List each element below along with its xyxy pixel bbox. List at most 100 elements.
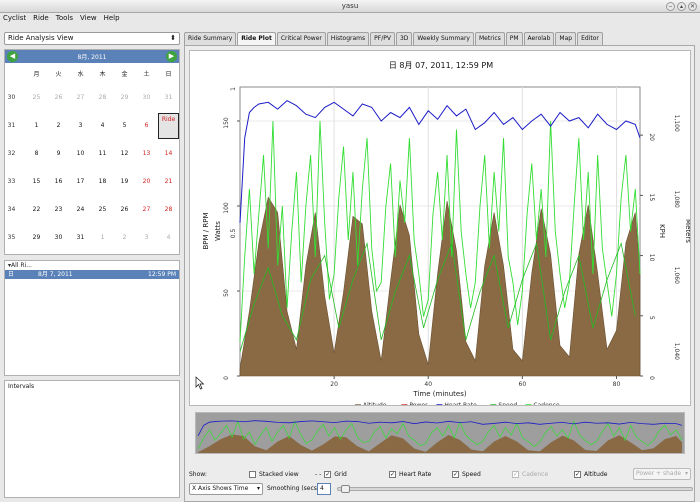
ride-plot-chart[interactable]: 0501001500.51051015201,0401,0601,0801,10… (190, 51, 690, 405)
calendar-day[interactable]: 6 (144, 122, 149, 129)
stacked-view-label: Stacked view (259, 470, 299, 478)
tab-ride-summary[interactable]: Ride Summary (184, 32, 237, 45)
calendar-day[interactable]: 1 (34, 122, 39, 129)
tab-map[interactable]: Map (555, 32, 577, 45)
calendar-day[interactable]: 17 (76, 178, 85, 185)
calendar-day[interactable]: 26 (120, 206, 129, 213)
calendar-day[interactable]: 26 (54, 94, 63, 101)
x-axis-select[interactable]: X Axis Shows Time ▾ (189, 483, 263, 495)
smoothing-input[interactable]: 4 (317, 483, 331, 495)
meters-tick-label: 1,060 (673, 267, 680, 284)
week-number: 35 (7, 234, 16, 241)
altitude-box[interactable]: ✓ (574, 470, 581, 478)
calendar-day[interactable]: 3 (144, 234, 149, 241)
calendar-day[interactable]: 8 (34, 150, 39, 157)
grid-line-style: - - (315, 470, 322, 478)
calendar-day[interactable]: 4 (100, 122, 105, 129)
calendar-day[interactable]: 30 (54, 234, 63, 241)
show-label: Show: (189, 470, 207, 478)
calendar-day[interactable]: 20 (142, 178, 151, 185)
stacked-view-checkbox[interactable]: Stacked view (249, 468, 299, 480)
stacked-view-box[interactable] (249, 470, 256, 478)
tab-pf-pv[interactable]: PF/PV (370, 32, 395, 45)
rides-tree-header[interactable]: ▾All Ri... (8, 262, 32, 269)
calendar-day[interactable]: 10 (76, 150, 85, 157)
calendar-day[interactable]: 28 (98, 94, 107, 101)
calendar-day[interactable]: 25 (98, 206, 107, 213)
week-number: 31 (7, 122, 16, 129)
calendar-day[interactable]: 12 (120, 150, 129, 157)
ride-overview-scroller[interactable] (195, 412, 685, 454)
calendar-day[interactable]: 18 (98, 178, 107, 185)
calendar-day[interactable]: 31 (76, 234, 85, 241)
power-shade-value: Power + shade (636, 470, 682, 477)
close-icon[interactable]: ✕ (688, 2, 697, 11)
calendar-day[interactable]: 27 (142, 206, 151, 213)
grid-checkbox[interactable]: - - ✓ Grid (315, 468, 347, 480)
tab-ride-plot[interactable]: Ride Plot (237, 32, 276, 45)
calendar-day[interactable]: 1 (100, 234, 105, 241)
calendar-day[interactable]: 23 (54, 206, 63, 213)
ride-list-item[interactable]: 日 8月 7, 2011 12:59 PM (5, 270, 179, 279)
cadence-box[interactable]: ✓ (512, 470, 519, 478)
menu-ride[interactable]: Ride (33, 14, 49, 22)
calendar-day-selected[interactable]: Ride (158, 113, 179, 139)
tab-editor[interactable]: Editor (577, 32, 603, 45)
tab-histograms[interactable]: Histograms (326, 32, 370, 45)
tab-3d[interactable]: 3D (395, 32, 413, 45)
tab-metrics[interactable]: Metrics (474, 32, 505, 45)
smoothing-slider[interactable] (337, 485, 693, 493)
calendar-day[interactable]: 16 (54, 178, 63, 185)
calendar-day[interactable]: 3 (78, 122, 83, 129)
y-axis-label: BPM / RPM (202, 213, 210, 250)
calendar-day[interactable]: 14 (164, 150, 173, 157)
grid-label: Grid (334, 470, 347, 478)
speed-box[interactable]: ✓ (452, 470, 459, 478)
calendar-day[interactable]: 24 (76, 206, 85, 213)
tab-weekly-summary[interactable]: Weekly Summary (413, 32, 474, 45)
menu-help[interactable]: Help (103, 14, 120, 22)
calendar-day[interactable]: 2 (56, 122, 61, 129)
cadence-series (239, 120, 641, 343)
previous-month-icon[interactable]: ◀ (7, 51, 18, 62)
menu-view[interactable]: View (79, 14, 97, 22)
calendar-day[interactable]: 15 (32, 178, 41, 185)
tab-aerolab[interactable]: Aerolab (523, 32, 555, 45)
speed-checkbox[interactable]: ✓ Speed (452, 468, 481, 480)
grid-box[interactable]: ✓ (324, 470, 332, 478)
altitude-checkbox[interactable]: ✓ Altitude (574, 468, 607, 480)
calendar-day[interactable]: 21 (164, 178, 173, 185)
menu-cyclist[interactable]: Cyclist (3, 14, 27, 22)
tab-pm[interactable]: PM (505, 32, 523, 45)
calendar-day[interactable]: 11 (98, 150, 107, 157)
calendar-day[interactable]: 29 (32, 234, 41, 241)
maximize-icon[interactable]: ▴ (677, 2, 686, 11)
calendar-day[interactable]: 4 (166, 234, 171, 241)
smoothing-slider-handle[interactable] (341, 485, 351, 493)
heart-rate-checkbox[interactable]: ✓ Heart Rate (389, 468, 431, 480)
calendar-day[interactable]: 25 (32, 94, 41, 101)
heart-rate-box[interactable]: ✓ (389, 470, 396, 478)
next-month-icon[interactable]: ▶ (166, 51, 177, 62)
tab-critical-power[interactable]: Critical Power (276, 32, 326, 45)
calendar-day[interactable]: 13 (142, 150, 151, 157)
calendar-day[interactable]: 9 (56, 150, 61, 157)
calendar-day[interactable]: 19 (120, 178, 129, 185)
legend-label: Speed (498, 402, 517, 405)
calendar-day[interactable]: 28 (164, 206, 173, 213)
overview-chart[interactable] (196, 413, 684, 453)
minimize-icon[interactable]: ‒ (666, 2, 675, 11)
week-number: 34 (7, 206, 16, 213)
view-select[interactable]: Ride Analysis View ⬍ (4, 32, 180, 45)
power-shade-select[interactable]: Power + shade ▾ (633, 468, 691, 480)
calendar-day[interactable]: 2 (122, 234, 127, 241)
calendar-day[interactable]: 29 (120, 94, 129, 101)
calendar-day[interactable]: 31 (164, 94, 173, 101)
calendar-day[interactable]: 27 (76, 94, 85, 101)
weekday-header: 火 (55, 71, 62, 78)
calendar-day[interactable]: 30 (142, 94, 151, 101)
calendar-day[interactable]: 22 (32, 206, 41, 213)
cadence-checkbox[interactable]: ✓ Cadence (512, 468, 548, 480)
menu-tools[interactable]: Tools (55, 14, 73, 22)
calendar-day[interactable]: 5 (122, 122, 127, 129)
